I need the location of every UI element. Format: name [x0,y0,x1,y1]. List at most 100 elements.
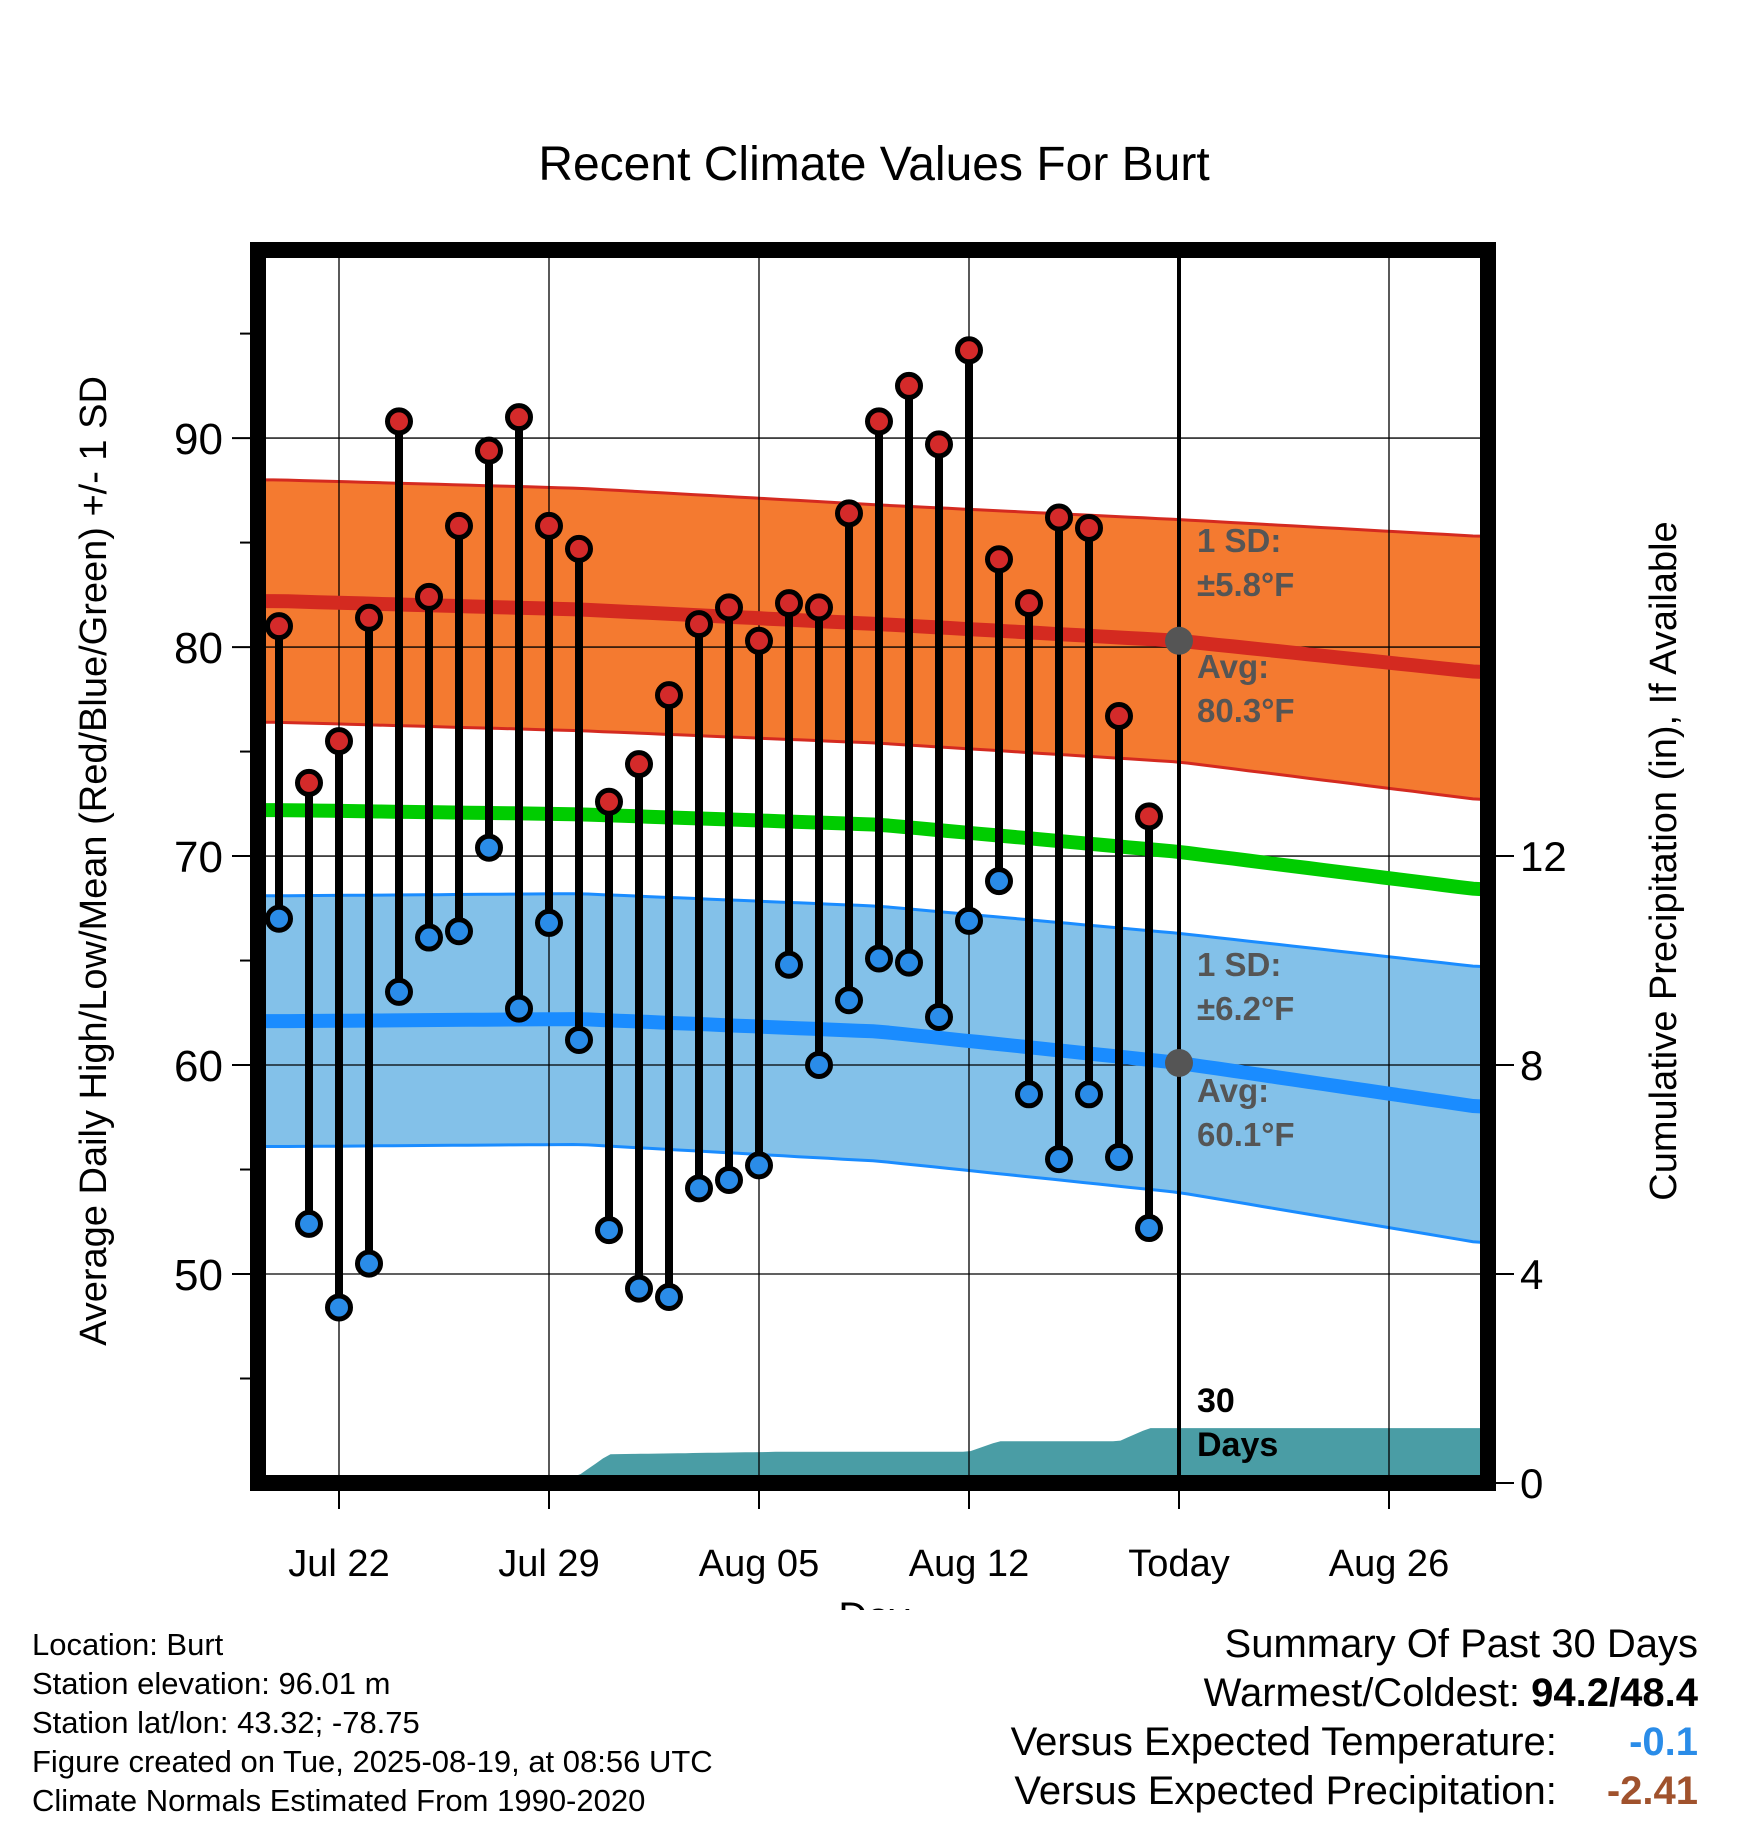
daily-low-point [295,1209,323,1238]
x-axis-label: Day [838,1595,909,1610]
daily-high-point [715,593,743,622]
y2-tick-label: 12 [1520,833,1567,880]
daily-high-point [805,593,833,622]
low-sd-label: 1 SD: [1197,946,1281,983]
daily-low-point [985,867,1013,896]
daily-low-point [715,1165,743,1194]
daily-high-point [655,681,683,710]
high-sd-upper-line [258,478,1488,538]
daily-low-point [895,948,923,977]
daily-high-point [835,499,863,528]
info-latlon: Station lat/lon: 43.32; -78.75 [32,1705,420,1740]
x-tick-label: Today [1128,1543,1229,1585]
daily-high-point [385,407,413,436]
daily-high-point [1075,513,1103,542]
daily-low-point [955,906,983,935]
daily-low-point [655,1283,683,1312]
daily-high-point [565,534,593,563]
low-avg-value: 60.1°F [1197,1116,1295,1153]
daily-high-point [1105,702,1133,731]
daily-high-point [475,436,503,465]
y2-tick-label: 4 [1520,1251,1543,1298]
daily-high-point [1045,503,1073,532]
summary-temp-label: Versus Expected Temperature: [1010,1720,1557,1764]
summary-precip-label: Versus Expected Precipitation: [1014,1769,1557,1813]
y2-tick-label: 8 [1520,1042,1543,1089]
y2-tick-label: 0 [1520,1460,1543,1507]
daily-high-point [595,787,623,816]
y-axis-label-right: Cumulative Precipitation (in), If Availa… [1643,521,1685,1200]
daily-high-point [745,626,773,655]
x-tick-label: Aug 26 [1329,1543,1449,1585]
summary-panel: Summary Of Past 30 Days Warmest/Coldest:… [1011,1620,1698,1816]
daily-low-point [1075,1080,1103,1109]
y-tick-label: 60 [174,1042,223,1091]
daily-high-point [895,371,923,400]
daily-low-point [565,1025,593,1054]
today-high-avg-marker [1165,626,1193,655]
x-tick-label: Aug 12 [909,1543,1029,1585]
high-avg-label: Avg: [1197,648,1269,685]
daily-high-point [355,603,383,632]
y-tick-label: 80 [174,624,223,673]
high-sd-value: ±5.8°F [1197,566,1294,603]
y-axis-label-left: Average Daily High/Low/Mean (Red/Blue/Gr… [73,376,115,1346]
normal-mean-avg-line [258,803,1488,897]
summary-warm-cold-row: Warmest/Coldest: 94.2/48.4 [1011,1669,1698,1718]
daily-high-point [535,511,563,540]
daily-low-point [775,950,803,979]
daily-low-point [475,833,503,862]
daily-low-point [865,944,893,973]
daily-low-point [265,904,293,933]
daily-high-point [775,589,803,618]
daily-high-point [685,610,713,639]
summary-temp-row: Versus Expected Temperature: -0.1 [1011,1718,1698,1767]
summary-temp-value: -0.1 [1629,1720,1698,1764]
low-avg-label: Avg: [1197,1072,1269,1109]
daily-low-point [595,1216,623,1245]
low-sd-lower-line [258,1142,1488,1245]
daily-high-point [985,545,1013,574]
daily-high-point [415,582,443,611]
today-low-avg-marker [1165,1048,1193,1077]
daily-high-point [625,750,653,779]
daily-high-point [865,407,893,436]
daily-high-point [505,403,533,432]
climate-chart: Recent Climate Values For Burt 1 SD: ±5.8… [73,138,1685,1610]
daily-low-point [445,917,473,946]
daily-low-point [385,977,413,1006]
info-elevation: Station elevation: 96.01 m [32,1666,391,1701]
daily-low-point [685,1174,713,1203]
daily-low-point [325,1293,353,1322]
daily-high-point [325,727,353,756]
x-tick-label: Jul 22 [288,1543,389,1585]
summary-warm-cold-value: 94.2/48.4 [1531,1671,1698,1715]
summary-title: Summary Of Past 30 Days [1224,1622,1698,1666]
daily-low-point [1015,1080,1043,1109]
chart-title: Recent Climate Values For Burt [538,138,1209,191]
summary-warm-cold-label: Warmest/Coldest: [1203,1671,1521,1715]
info-created: Figure created on Tue, 2025-08-19, at 08… [32,1744,713,1779]
summary-precip-row: Versus Expected Precipitation: -2.41 [1011,1767,1698,1816]
period-label-number: 30 [1197,1382,1235,1420]
info-location: Location: Burt [32,1627,224,1662]
y-tick-label: 90 [174,415,223,464]
plot-frame [250,242,1496,1491]
precipitation-area [258,1428,1488,1483]
daily-high-point [925,430,953,459]
daily-low-point [535,908,563,937]
daily-high-point [265,612,293,641]
summary-precip-value: -2.41 [1606,1769,1698,1813]
daily-low-point [1045,1145,1073,1174]
plot-area: 1 SD: ±5.8°F Avg: 80.3°F 1 SD: ±6.2°F Avg: 60.1… [174,242,1567,1585]
y-tick-label: 70 [174,833,223,882]
high-sd-label: 1 SD: [1197,522,1281,559]
x-tick-label: Aug 05 [699,1543,819,1585]
info-normals: Climate Normals Estimated From 1990-2020 [32,1783,646,1818]
daily-low-point [1105,1142,1133,1171]
normal-low-avg-line [258,1012,1488,1114]
low-sd-value: ±6.2°F [1197,990,1294,1027]
period-label-days: Days [1197,1426,1278,1464]
daily-low-point [505,994,533,1023]
daily-high-point [1135,802,1163,831]
